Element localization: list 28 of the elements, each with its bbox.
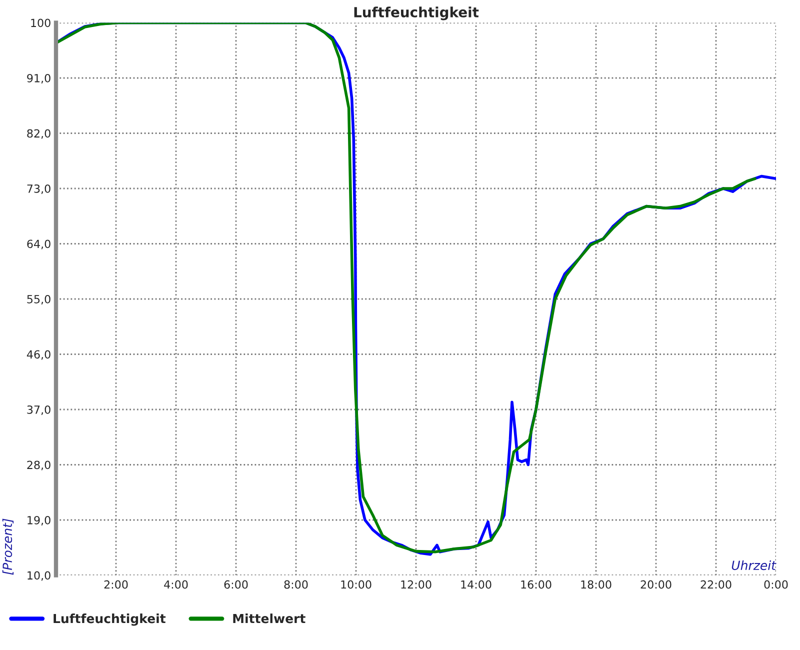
x-tick-label: 18:00 <box>581 580 612 589</box>
x-tick-label: 14:00 <box>461 580 492 589</box>
x-tick-label: 20:00 <box>640 580 672 589</box>
y-tick-label: 37,0 <box>27 405 50 416</box>
legend-label: Luftfeuchtigkeit <box>54 614 166 626</box>
y-tick-label: 10,0 <box>28 571 50 581</box>
y-tick-label: 46,0 <box>26 350 50 360</box>
y-tick-label: 100 <box>31 18 50 28</box>
x-tick-label: 10:00 <box>341 580 372 589</box>
y-tick-label: 55,0 <box>27 294 50 305</box>
y-tick-label: 73,0 <box>27 184 50 194</box>
chart-title: Luftfeuchtigkeit <box>354 6 479 20</box>
y-tick-label: 64,0 <box>27 240 50 250</box>
x-tick-label: 8:00 <box>284 580 308 589</box>
x-tick-label: 4:00 <box>164 580 188 589</box>
x-tick-label: 12:00 <box>401 580 432 589</box>
x-tick-label: 0:00 <box>764 580 788 589</box>
x-axis-title: Uhrzeit <box>732 560 776 570</box>
x-tick-label: 16:00 <box>521 580 552 589</box>
y-tick-label: 19,0 <box>28 516 50 526</box>
y-tick-label: 28,0 <box>27 460 50 470</box>
x-tick-label: 2:00 <box>104 580 128 589</box>
y-tick-label: 82,0 <box>27 129 50 139</box>
legend-label: Mittelwert <box>233 614 306 624</box>
x-tick-label: 6:00 <box>224 580 248 589</box>
x-tick-label: 22:00 <box>700 580 732 589</box>
y-tick-label: 91,0 <box>27 74 50 84</box>
y-axis-title: [Prozent] <box>2 518 14 575</box>
